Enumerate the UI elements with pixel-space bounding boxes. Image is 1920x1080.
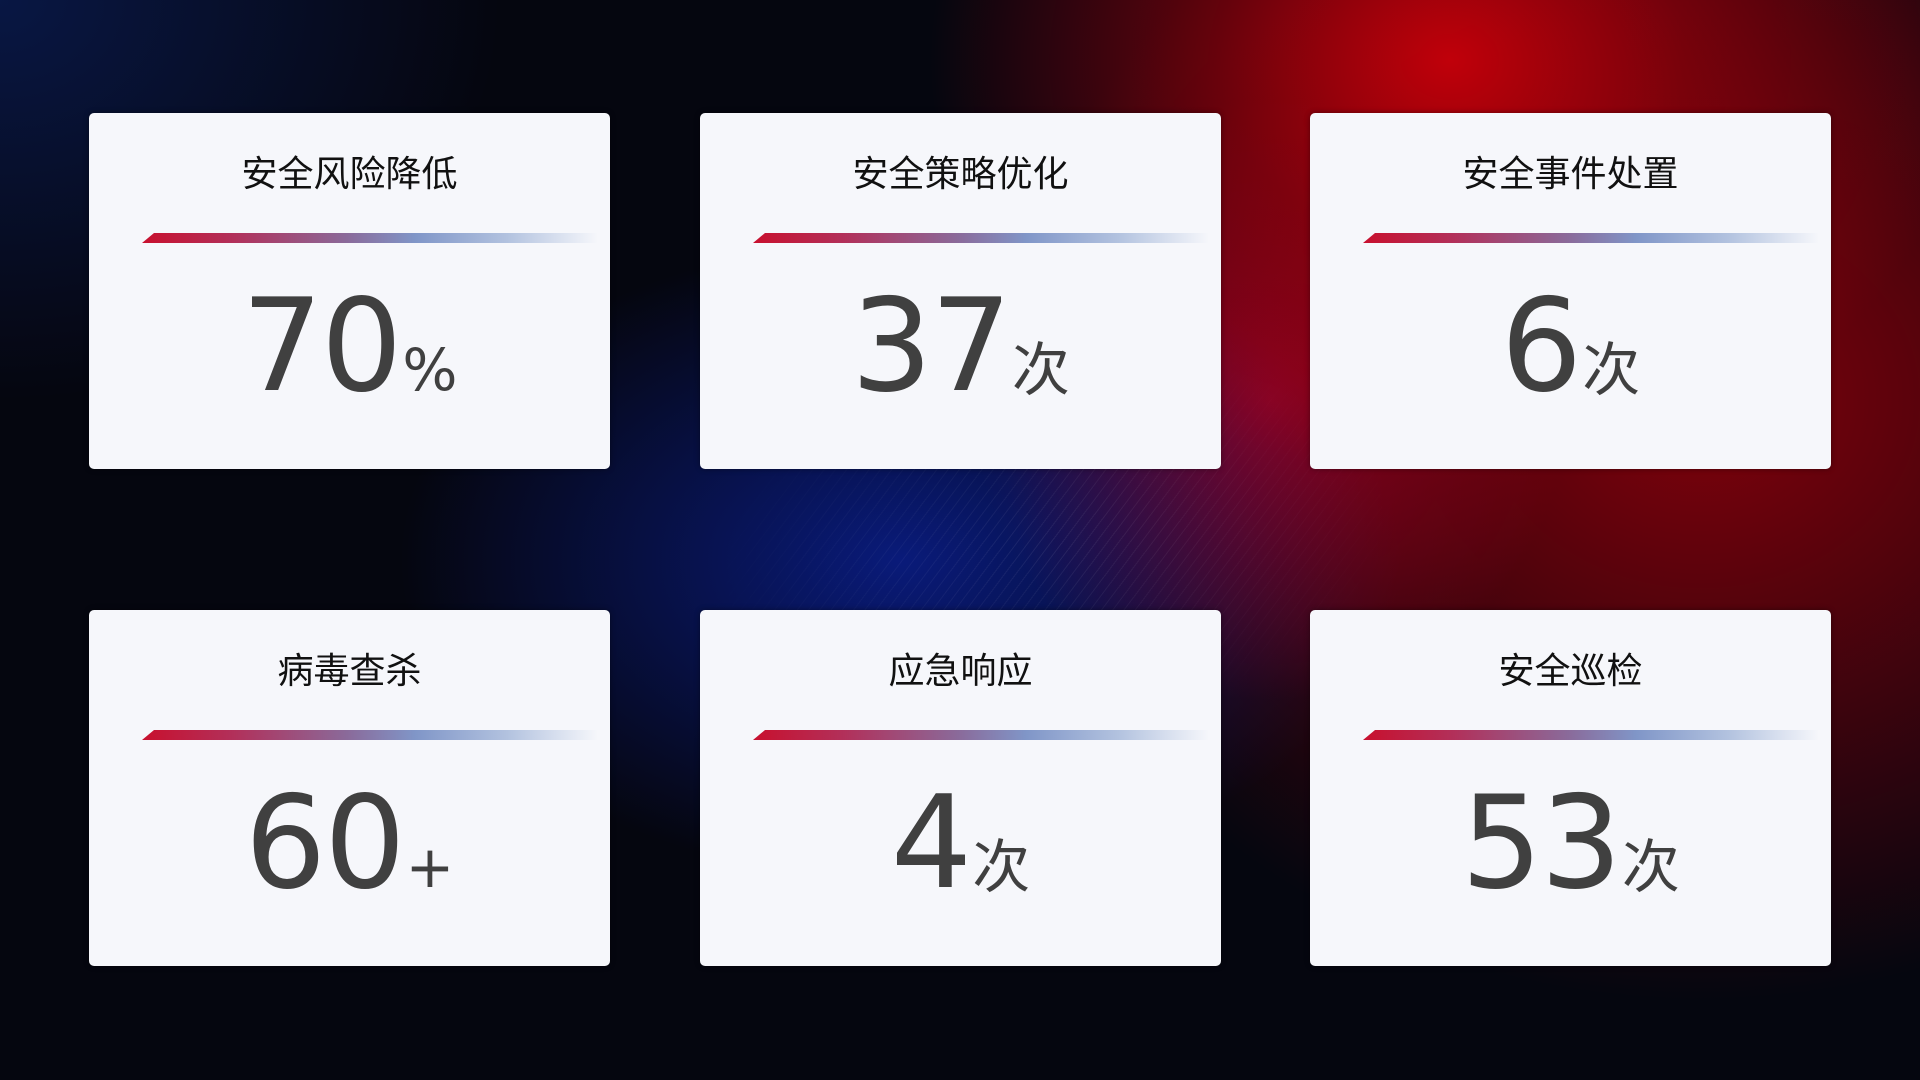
stat-unit: 次 [1582, 336, 1641, 404]
stat-number: 4 [890, 769, 972, 918]
stat-title: 病毒查杀 [277, 651, 422, 692]
stat-number: 6 [1500, 272, 1582, 421]
stat-value: 37次 [700, 283, 1221, 411]
stat-number: 53 [1461, 769, 1622, 918]
gradient-divider [142, 730, 598, 740]
stat-unit: + [405, 833, 455, 901]
stat-card: 安全策略优化 37次 [700, 113, 1221, 469]
stat-value: 6次 [1310, 283, 1831, 411]
stat-card: 安全巡检 53次 [1310, 610, 1831, 966]
stat-number: 37 [851, 272, 1012, 421]
gradient-divider [1363, 730, 1819, 740]
stat-value: 60+ [89, 780, 610, 908]
stat-title: 安全风险降低 [241, 154, 458, 195]
stat-unit: 次 [972, 833, 1031, 901]
stat-unit: 次 [1621, 833, 1680, 901]
stat-unit: % [402, 336, 458, 404]
stat-card: 安全事件处置 6次 [1310, 113, 1831, 469]
stat-title: 安全巡检 [1498, 651, 1643, 692]
stat-unit: 次 [1011, 336, 1070, 404]
stat-card: 应急响应 4次 [700, 610, 1221, 966]
stat-title: 安全事件处置 [1462, 154, 1679, 195]
stat-title: 安全策略优化 [852, 154, 1069, 195]
stat-number: 60 [244, 769, 406, 918]
stat-title: 应急响应 [888, 651, 1033, 692]
gradient-divider [1363, 233, 1819, 243]
gradient-divider [753, 730, 1209, 740]
gradient-divider [753, 233, 1209, 243]
stat-value: 70% [89, 283, 610, 411]
gradient-divider [142, 233, 598, 243]
stat-value: 4次 [700, 780, 1221, 908]
stat-card: 安全风险降低 70% [89, 113, 610, 469]
stat-card: 病毒查杀 60+ [89, 610, 610, 966]
stat-number: 70 [241, 272, 403, 421]
stat-value: 53次 [1310, 780, 1831, 908]
